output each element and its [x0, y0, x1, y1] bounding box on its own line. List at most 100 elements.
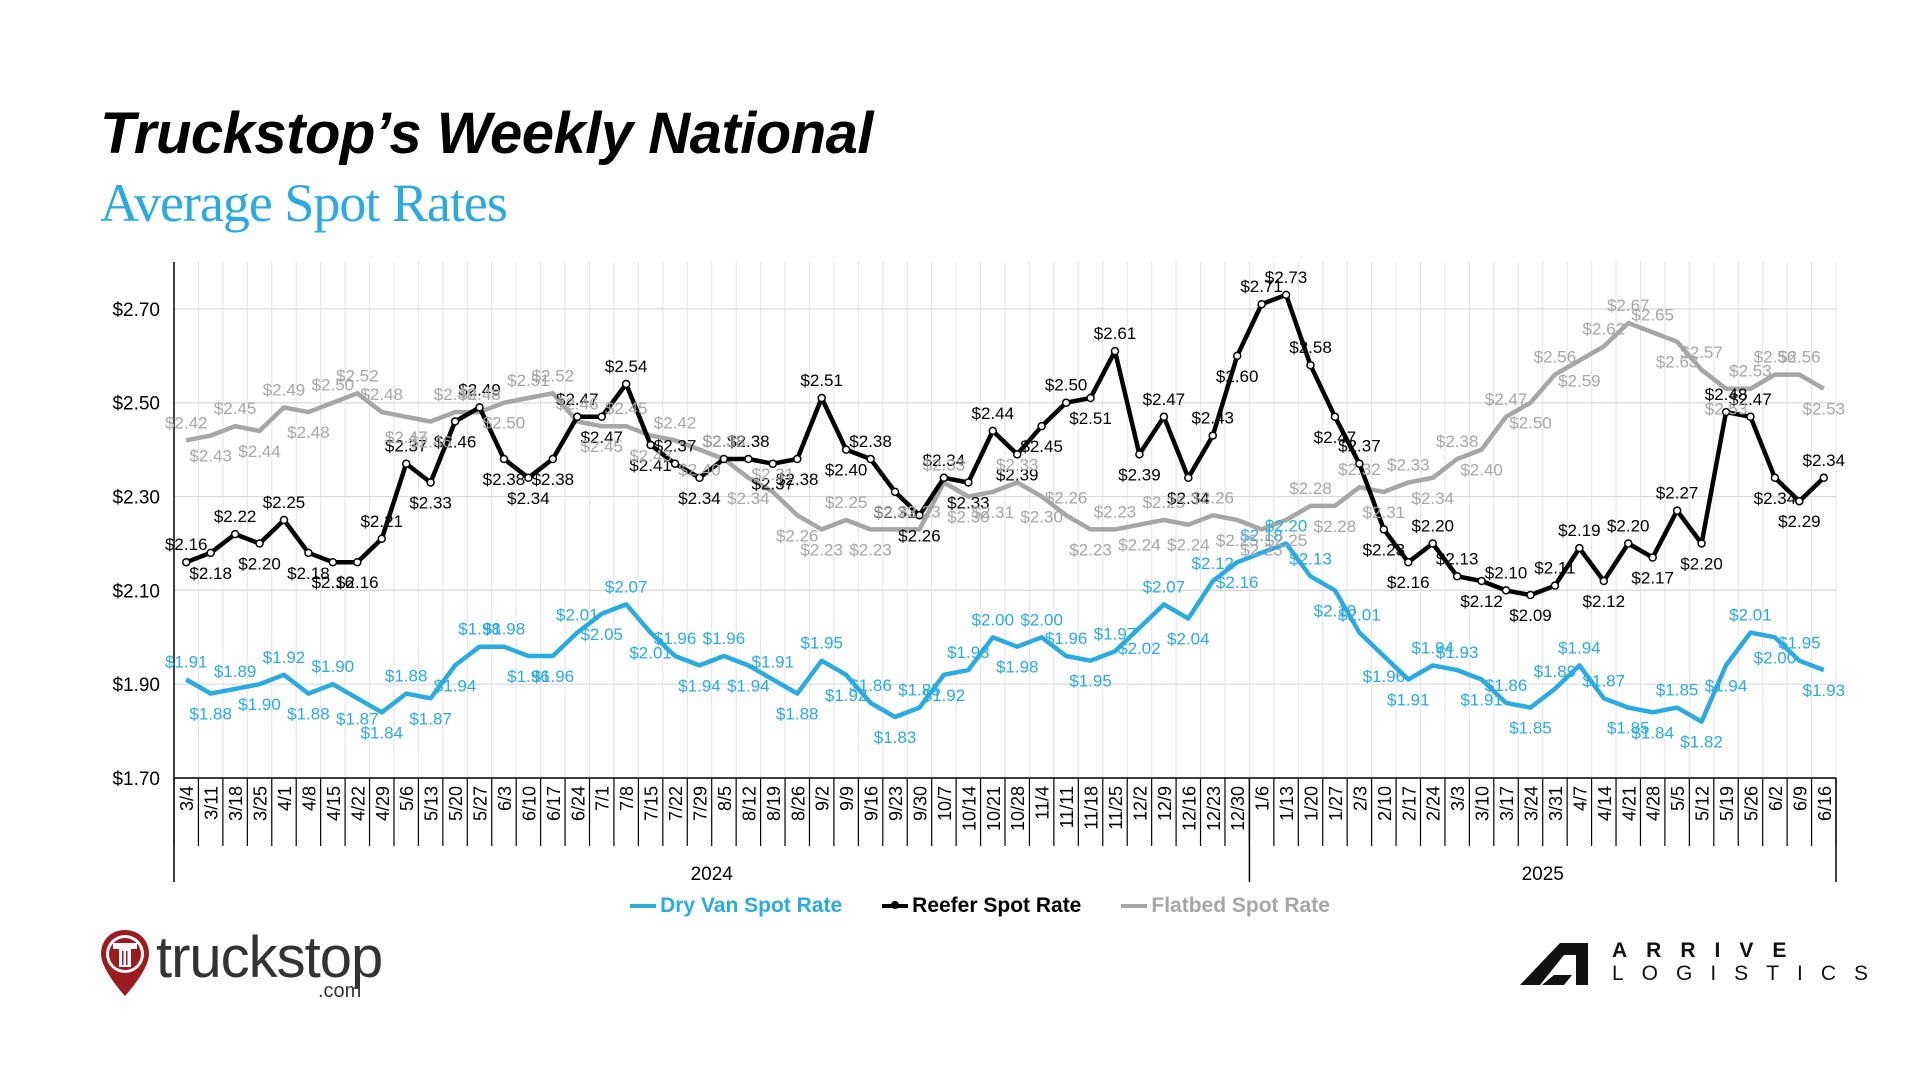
data-label: $2.16: [165, 535, 208, 554]
data-label: $2.39: [996, 465, 1039, 484]
data-label: $2.23: [898, 502, 941, 521]
data-label: $1.85: [1607, 719, 1650, 738]
data-label: $2.56: [1754, 348, 1797, 367]
data-label: $1.84: [360, 723, 403, 742]
data-point-marker: [1086, 393, 1095, 403]
data-label: $2.33: [409, 493, 452, 512]
data-label: $2.51: [507, 371, 550, 390]
data-label: $2.21: [360, 512, 403, 531]
data-point-marker: [988, 426, 998, 436]
x-tick-label: 10/14: [959, 786, 979, 831]
data-label: $2.18: [1240, 526, 1283, 545]
x-tick-label: 9/16: [862, 786, 882, 821]
x-tick-label: 8/26: [788, 786, 808, 821]
data-point-marker: [1037, 421, 1046, 431]
data-point-marker: [597, 412, 606, 422]
data-label: $2.26: [776, 526, 819, 545]
data-label: $2.23: [849, 540, 892, 559]
truckstop-wordmark: truckstop: [156, 925, 383, 990]
data-label: $2.57: [1680, 343, 1723, 362]
x-tick-label: 9/30: [910, 786, 930, 821]
data-label: $2.38: [727, 432, 770, 451]
data-label: $2.01: [1729, 606, 1772, 625]
data-point-marker: [475, 403, 484, 412]
arrive-wordmark: ARRIVE: [1612, 939, 1806, 962]
data-label: $1.98: [483, 620, 526, 639]
data-point-marker: [328, 557, 338, 567]
x-tick-label: 12/9: [1155, 786, 1175, 821]
data-point-marker: [1330, 412, 1340, 422]
data-point-marker: [1697, 539, 1706, 548]
y-tick-label: $2.30: [112, 488, 160, 509]
x-tick-label: 7/15: [642, 786, 662, 821]
x-tick-label: 5/19: [1717, 786, 1737, 821]
data-label: $1.94: [727, 676, 770, 695]
x-tick-label: 9/9: [837, 786, 857, 811]
data-point-marker: [1721, 407, 1731, 417]
data-label: $2.42: [165, 413, 208, 432]
data-label: $2.37: [385, 437, 428, 456]
data-label: $2.73: [1265, 268, 1308, 287]
data-label: $1.94: [1705, 676, 1748, 695]
data-label: $2.47: [1314, 428, 1357, 447]
x-tick-label: 9/23: [886, 786, 906, 821]
x-tick-label: 10/21: [984, 786, 1004, 831]
data-label: $2.26: [898, 526, 941, 545]
data-label: $2.50: [483, 414, 526, 433]
x-tick-label: 10/7: [935, 786, 955, 821]
data-label: $1.91: [752, 652, 795, 671]
data-point-marker: [695, 473, 704, 483]
x-tick-label: 4/1: [275, 786, 295, 811]
data-label: $2.10: [1314, 601, 1357, 620]
data-label: $2.04: [1167, 630, 1210, 649]
data-point-marker: [426, 478, 435, 487]
x-tick-label: 4/21: [1619, 786, 1639, 821]
data-label: $2.12: [1460, 592, 1503, 611]
x-tick-label: 4/7: [1570, 786, 1590, 811]
data-label: $2.33: [1387, 455, 1430, 474]
data-label: $1.93: [947, 643, 990, 662]
x-tick-label: 11/18: [1082, 786, 1102, 830]
y-tick-label: $1.90: [112, 675, 160, 696]
data-point-marker: [768, 459, 778, 468]
data-label: $1.85: [1509, 719, 1552, 738]
x-tick-label: 2/17: [1399, 786, 1419, 821]
data-label: $2.58: [1289, 338, 1332, 357]
data-label: $2.59: [1558, 372, 1601, 391]
data-label: $1.96: [703, 629, 746, 648]
data-label: $2.31: [752, 465, 795, 484]
data-label: $2.33: [996, 455, 1039, 474]
data-label: $2.38: [703, 432, 746, 451]
data-label: $1.85: [898, 681, 941, 700]
data-label: $2.56: [1534, 348, 1577, 367]
data-point-marker: [1599, 576, 1609, 586]
data-label: $2.12: [1191, 554, 1234, 573]
line-chart: $1.70$1.90$2.10$2.30$2.50$2.703/4 3/11 3/1…: [112, 262, 1845, 885]
x-tick-label: 5/5: [1668, 786, 1688, 811]
data-label: $2.30: [947, 508, 990, 527]
data-point-marker: [1257, 299, 1266, 309]
data-label: $1.90: [312, 657, 355, 676]
x-tick-label: 1/13: [1277, 786, 1297, 821]
data-label: $2.22: [214, 507, 257, 526]
x-tick-label: 9/2: [813, 786, 833, 811]
x-tick-label: 5/20: [446, 786, 466, 821]
data-label: $1.93: [1436, 643, 1479, 662]
data-point-marker: [841, 445, 851, 454]
x-tick-label: 5/27: [471, 786, 491, 821]
arrive-logistics-logo: ARRIVE LOGISTICS: [1520, 940, 1886, 986]
data-label: $2.10: [1485, 563, 1528, 582]
data-label: $1.88: [385, 667, 428, 686]
x-tick-label: 4/15: [324, 786, 344, 821]
data-label: $1.94: [678, 676, 721, 695]
data-point-marker: [255, 539, 264, 548]
data-label: $2.23: [1363, 540, 1406, 559]
data-label: $2.19: [1558, 521, 1601, 540]
data-label: $2.34: [678, 489, 721, 508]
data-label: $2.00: [1754, 648, 1797, 667]
data-label: $1.96: [532, 667, 575, 686]
data-label: $2.17: [1631, 569, 1674, 588]
data-label: $2.45: [580, 437, 623, 456]
data-point-marker: [1452, 572, 1462, 581]
data-label: $2.11: [1534, 559, 1575, 578]
